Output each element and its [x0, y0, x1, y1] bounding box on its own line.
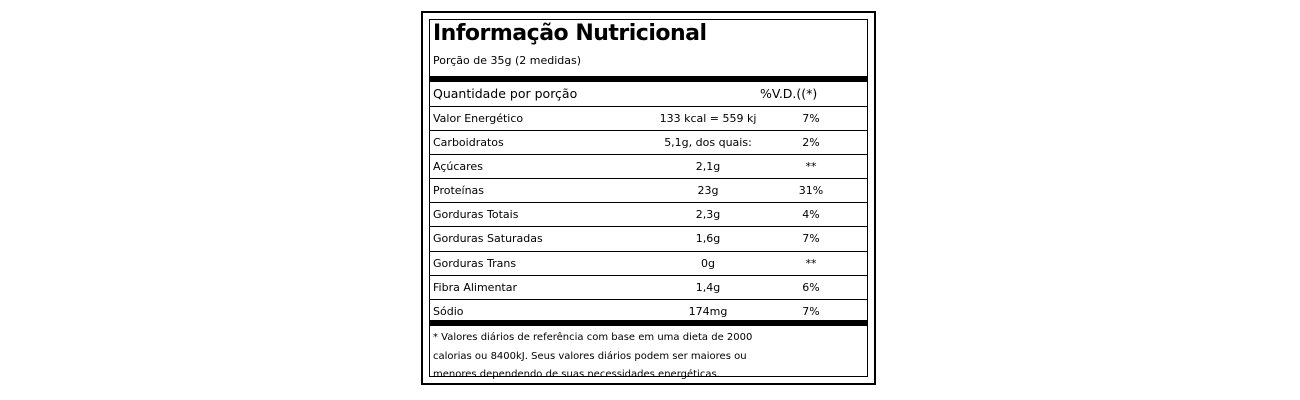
nutrient-table: Valor Energético 133 kcal = 559 kj 7% Ca… [430, 107, 867, 324]
serving-size: Porção de 35g (2 medidas) [433, 54, 582, 67]
nutrient-daily-value: ** [805, 160, 817, 174]
nutrient-name: Açúcares [433, 160, 483, 174]
nutrient-name: Valor Energético [433, 112, 524, 125]
table-row: Gorduras Totais 2,3g 4% [430, 203, 867, 228]
nutrient-name: Gorduras Trans [433, 256, 517, 270]
nutrient-daily-value: 7% [802, 304, 820, 318]
nutrient-amount: 2,3g [695, 208, 721, 222]
nutrient-name: Sódio [433, 304, 464, 318]
nutrient-name: Gorduras Saturadas [433, 232, 543, 246]
nutrient-daily-value: ** [805, 256, 817, 270]
table-row: Açúcares 2,1g ** [430, 155, 867, 180]
table-row: Carboidratos 5,1g, dos quais: 2% [430, 131, 867, 156]
table-row: Sódio 174mg 7% [430, 300, 867, 324]
label-title: Informação Nutricional [433, 21, 707, 46]
table-row: Proteínas 23g 31% [430, 179, 867, 204]
nutrient-name: Gorduras Totais [433, 208, 519, 222]
nutrient-daily-value: 6% [802, 280, 820, 294]
nutrient-amount: 174mg [688, 304, 728, 318]
footnote-line: calorias ou 8400kJ. Seus valores diários… [433, 350, 747, 362]
footnote-line: * Valores diários de referência com base… [433, 332, 753, 343]
nutrient-amount: 1,4g [695, 280, 721, 294]
nutrient-amount: 2,1g [695, 160, 721, 174]
table-row: Gorduras Trans 0g ** [430, 252, 867, 276]
nutrient-amount: 23g [697, 184, 719, 198]
nutrient-amount: 0g [701, 256, 715, 270]
quantity-header: Quantidade por porção [433, 86, 578, 101]
nutrient-daily-value: 2% [802, 136, 820, 150]
nutrient-amount: 1,6g [695, 232, 721, 246]
nutrition-facts-panel: Informação Nutricional Porção de 35g (2 … [429, 19, 868, 380]
nutrient-daily-value: 7% [802, 232, 820, 246]
table-row: Valor Energético 133 kcal = 559 kj 7% [430, 107, 867, 132]
nutrient-daily-value: 4% [802, 208, 820, 222]
table-header: Quantidade por porção %V.D.((*) [430, 82, 867, 107]
footnote: * Valores diários de referência com base… [433, 329, 863, 385]
nutrient-name: Carboidratos [433, 136, 504, 150]
nutrient-amount: 5,1g, dos quais: [664, 136, 752, 150]
nutrient-amount: 133 kcal = 559 kj [659, 112, 757, 125]
table-row: Gorduras Saturadas 1,6g 7% [430, 227, 867, 252]
nutrient-name: Fibra Alimentar [433, 280, 517, 294]
nutrition-facts-label: Informação Nutricional Porção de 35g (2 … [421, 11, 876, 385]
nutrient-daily-value: 7% [802, 112, 820, 125]
table-row: Fibra Alimentar 1,4g 6% [430, 276, 867, 300]
nutrient-name: Proteínas [433, 184, 485, 198]
footnote-line: menores dependendo de suas necessidades … [433, 369, 720, 380]
nutrient-daily-value: 31% [798, 184, 824, 198]
separator-bar-top [430, 76, 867, 82]
separator-bar-bottom [430, 320, 867, 326]
daily-value-header: %V.D.((*) [760, 86, 818, 101]
